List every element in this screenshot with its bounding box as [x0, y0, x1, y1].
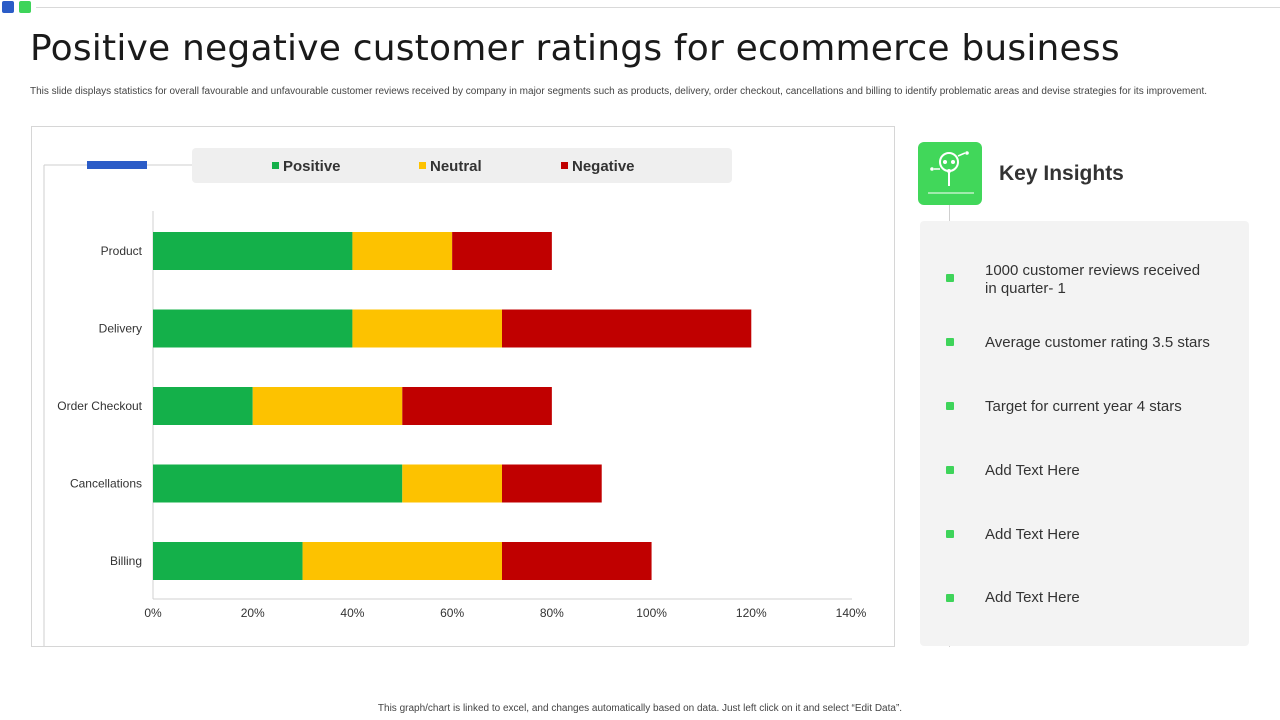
- bullet-icon: [946, 594, 954, 602]
- bar-neutral-order-checkout: [252, 387, 403, 425]
- x-tick-label: 140%: [836, 606, 867, 620]
- insight-text: Average customer rating 3.5 stars: [985, 334, 1210, 351]
- legend-label-positive: Positive: [283, 158, 341, 175]
- bullet-icon: [946, 338, 954, 346]
- bar-neutral-delivery: [352, 309, 502, 348]
- bullet-icon: [946, 274, 954, 282]
- stacked-bar-chart[interactable]: Positive Neutral Negative Product Delivery O…: [32, 127, 894, 646]
- bullet-icon: [946, 530, 954, 538]
- insight-text: Add Text Here: [985, 589, 1080, 606]
- insight-text: Target for current year 4 stars: [985, 398, 1182, 415]
- y-tick-label: Billing: [110, 554, 142, 568]
- bar-negative-billing: [502, 542, 652, 580]
- x-axis-ticks: 0% 20% 40% 60% 80% 100% 120% 140%: [144, 606, 866, 620]
- lightbulb-gear-icon: [928, 151, 974, 194]
- x-tick-label: 120%: [736, 606, 767, 620]
- insights-panel: [920, 221, 1249, 646]
- bar-neutral-billing: [302, 542, 502, 580]
- legend-background: [192, 148, 732, 183]
- y-axis-labels: Product Delivery Order Checkout Cancellatio…: [57, 244, 142, 568]
- top-decoration: [0, 0, 1280, 14]
- x-tick-label: 40%: [340, 606, 364, 620]
- bar-positive-order-checkout: [153, 387, 253, 425]
- y-tick-label: Product: [101, 244, 143, 258]
- bar-neutral-cancellations: [402, 464, 502, 503]
- y-tick-label: Order Checkout: [57, 399, 142, 413]
- legend-swatch-negative: [561, 162, 568, 169]
- bar-positive-billing: [153, 542, 303, 580]
- x-tick-label: 80%: [540, 606, 564, 620]
- bar-positive-delivery: [153, 309, 353, 348]
- legend-swatch-neutral: [419, 162, 426, 169]
- bar-negative-order-checkout: [402, 387, 552, 425]
- bar-neutral-product: [352, 232, 453, 270]
- x-tick-label: 100%: [636, 606, 667, 620]
- x-tick-label: 60%: [440, 606, 464, 620]
- bar-positive-cancellations: [153, 464, 403, 503]
- page-title: Positive negative customer ratings for e…: [30, 28, 1120, 69]
- chart-container[interactable]: Positive Neutral Negative Product Delivery O…: [31, 126, 895, 647]
- legend-swatch-positive: [272, 162, 279, 169]
- green-square-decoration: [19, 1, 31, 13]
- y-tick-label: Cancellations: [70, 477, 142, 491]
- bullet-icon: [946, 466, 954, 474]
- y-tick-label: Delivery: [99, 322, 142, 336]
- legend-label-neutral: Neutral: [430, 158, 482, 175]
- bar-negative-cancellations: [502, 464, 602, 503]
- bar-positive-product: [153, 232, 353, 270]
- bar-negative-delivery: [502, 309, 752, 348]
- chart-accent-bar: [87, 161, 147, 169]
- bullet-icon: [946, 402, 954, 410]
- bars: [153, 232, 752, 580]
- page-subtitle: This slide displays statistics for overa…: [30, 86, 1208, 97]
- footer-note: This graph/chart is linked to excel, and…: [377, 703, 903, 714]
- top-divider: [36, 7, 1280, 8]
- chart-legend: Positive Neutral Negative: [272, 158, 635, 175]
- bar-negative-product: [452, 232, 552, 270]
- insights-title: Key Insights: [999, 162, 1124, 185]
- blue-square-decoration: [2, 1, 14, 13]
- insight-text: Add Text Here: [985, 462, 1080, 479]
- insight-text: 1000 customer reviews received in quarte…: [985, 262, 1201, 297]
- x-tick-label: 20%: [241, 606, 265, 620]
- insight-text: Add Text Here: [985, 526, 1080, 543]
- legend-label-negative: Negative: [572, 158, 635, 175]
- insights-icon: [918, 142, 982, 205]
- x-tick-label: 0%: [144, 606, 162, 620]
